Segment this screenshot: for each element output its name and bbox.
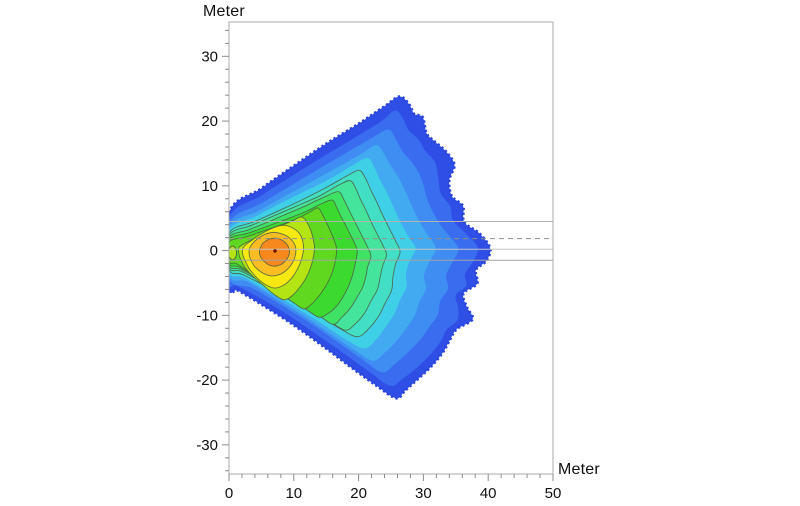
- x-tick-label: 30: [415, 485, 432, 502]
- reference-lines: [229, 220, 553, 261]
- x-tick-label: 0: [225, 485, 233, 502]
- y-tick-label: -30: [196, 437, 218, 454]
- x-axis-title: Meter: [558, 461, 600, 478]
- y-tick-label: 10: [201, 178, 218, 195]
- x-tick-label: 10: [285, 485, 302, 502]
- y-tick-label: 30: [201, 48, 218, 65]
- peak-marker: [273, 249, 277, 253]
- source-ellipse: [229, 245, 238, 261]
- y-axis-title: Meter: [203, 3, 245, 20]
- y-tick-label: 0: [210, 243, 218, 260]
- x-tick-label: 50: [545, 485, 562, 502]
- y-tick-label: -10: [196, 307, 218, 324]
- x-tick-label: 40: [480, 485, 497, 502]
- axis-ticks: 0 10 20 30 40 50 -30 -20 -10 0 10 20 30: [196, 29, 562, 502]
- contour-levels: [229, 95, 492, 400]
- y-tick-label: 20: [201, 113, 218, 130]
- plot-frame: [228, 21, 554, 475]
- x-tick-label: 20: [350, 485, 367, 502]
- y-tick-label: -20: [196, 372, 218, 389]
